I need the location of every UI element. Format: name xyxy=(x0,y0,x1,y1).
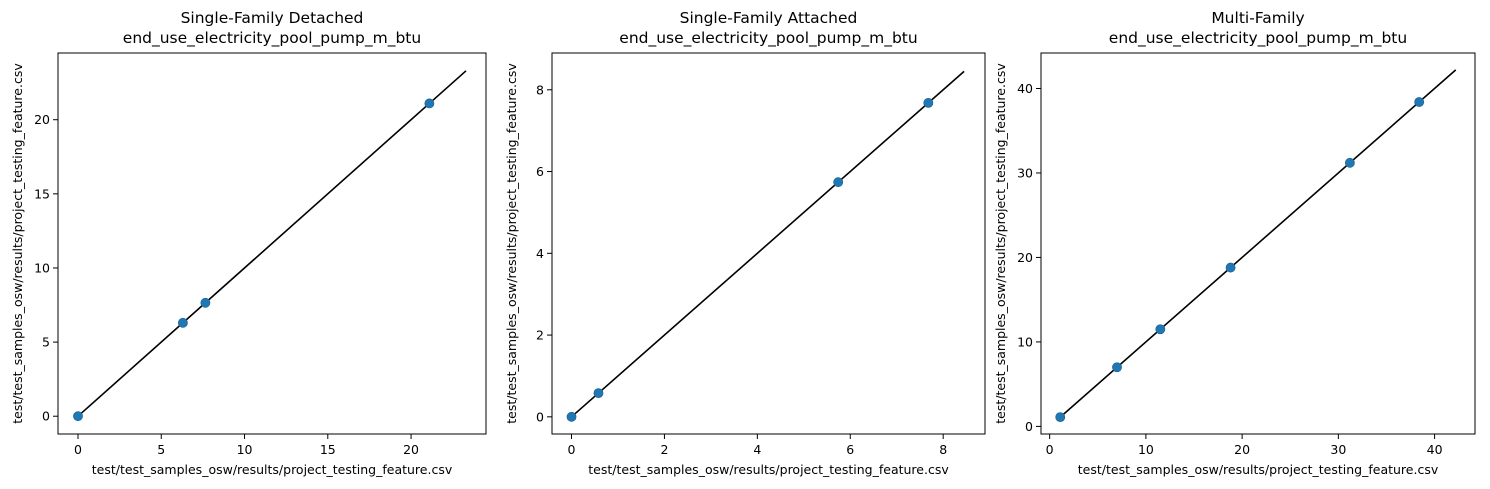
y-tick-label: 0 xyxy=(536,409,544,424)
y-tick-label: 4 xyxy=(536,246,544,261)
subplot-1: Single-Family Detached end_use_electricit… xyxy=(10,9,487,477)
subplot-2: Single-Family Attached end_use_electricit… xyxy=(504,9,986,477)
y-tick-label: 0 xyxy=(42,409,50,424)
y-tick-label: 20 xyxy=(1017,250,1033,265)
y-tick-label: 0 xyxy=(1025,419,1033,434)
x-tick-label: 20 xyxy=(1234,442,1250,457)
data-point-6 xyxy=(1414,97,1425,107)
fit-line xyxy=(570,70,965,418)
y-tick-label: 10 xyxy=(34,260,50,275)
y-tick-label: 10 xyxy=(1017,334,1033,349)
x-axis-label: test/test_samples_osw/results/project_te… xyxy=(588,462,949,477)
y-tick-label: 5 xyxy=(42,335,50,350)
data-point-1 xyxy=(73,411,83,422)
x-tick-label: 20 xyxy=(403,442,419,457)
y-tick-label: 15 xyxy=(34,186,50,201)
data-point-4 xyxy=(923,97,934,108)
x-tick-label: 0 xyxy=(568,442,576,457)
data-point-1 xyxy=(1055,412,1066,423)
y-tick-label: 2 xyxy=(536,328,544,343)
data-point-1 xyxy=(566,411,577,422)
x-tick-label: 0 xyxy=(1046,442,1054,457)
data-point-2 xyxy=(1112,362,1122,373)
data-point-5 xyxy=(1345,157,1355,168)
chart-title: Single-Family Detached end_use_electricit… xyxy=(123,9,421,48)
x-tick-label: 40 xyxy=(1427,442,1443,457)
fit-line xyxy=(77,70,467,417)
y-axis-label: test/test_samples_osw/results/project_te… xyxy=(10,63,25,424)
data-point-2 xyxy=(593,388,604,399)
x-axis-label: test/test_samples_osw/results/project_te… xyxy=(1078,462,1439,477)
x-tick-label: 0 xyxy=(74,442,82,457)
x-tick-label: 10 xyxy=(237,442,253,457)
x-tick-label: 30 xyxy=(1330,442,1346,457)
chart-title: Multi-Family end_use_electricity_pool_pum… xyxy=(1109,9,1407,48)
chart-title: Single-Family Attached end_use_electricit… xyxy=(619,9,917,48)
y-axis-label: test/test_samples_osw/results/project_te… xyxy=(504,63,519,424)
data-point-3 xyxy=(200,297,211,308)
x-axis-label: test/test_samples_osw/results/project_te… xyxy=(92,462,453,477)
x-tick-label: 15 xyxy=(320,442,336,457)
y-tick-label: 8 xyxy=(536,82,544,97)
data-point-2 xyxy=(178,317,188,328)
plot-area xyxy=(57,52,487,435)
x-tick-label: 5 xyxy=(157,442,165,457)
plot-area xyxy=(551,52,986,435)
x-tick-label: 8 xyxy=(939,442,947,457)
data-point-3 xyxy=(1155,324,1166,335)
subplot-3: Multi-Family end_use_electricity_pool_pum… xyxy=(993,9,1476,477)
y-tick-label: 30 xyxy=(1017,165,1033,180)
data-point-4 xyxy=(424,98,435,109)
fit-line xyxy=(1059,69,1457,418)
plot-area xyxy=(1040,52,1476,435)
y-tick-label: 6 xyxy=(536,164,544,179)
x-tick-label: 4 xyxy=(753,442,761,457)
x-tick-label: 10 xyxy=(1138,442,1154,457)
y-tick-label: 40 xyxy=(1017,81,1033,96)
y-axis-label: test/test_samples_osw/results/project_te… xyxy=(993,63,1008,424)
data-point-4 xyxy=(1225,262,1236,273)
x-tick-label: 6 xyxy=(846,442,854,457)
data-point-3 xyxy=(833,177,844,188)
y-tick-label: 20 xyxy=(34,112,50,127)
x-tick-label: 2 xyxy=(660,442,668,457)
